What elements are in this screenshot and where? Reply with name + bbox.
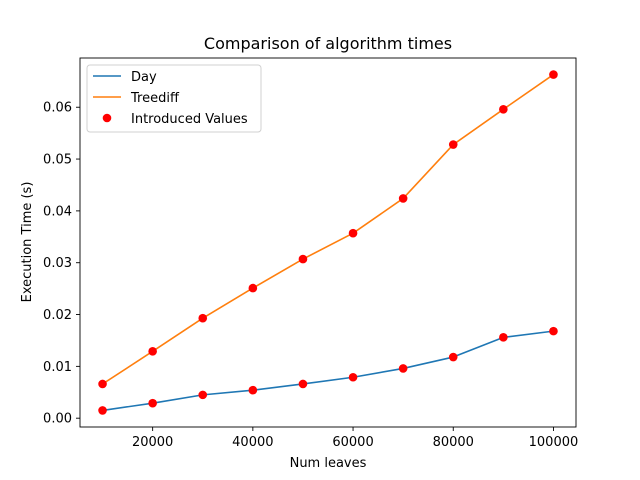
series-line-treediff (102, 73, 554, 385)
data-point (398, 194, 408, 203)
data-point (98, 406, 107, 415)
data-point (499, 333, 508, 342)
data-point (499, 105, 508, 114)
chart-title: Comparison of algorithm times (204, 34, 452, 53)
plot-area: 20000 40000 60000 80000 100000 0.00 0.01 0.02 0.… (43, 57, 579, 450)
y-tick-label: 0.01 (43, 360, 72, 375)
data-point (549, 70, 558, 79)
axes-frame (79, 57, 577, 428)
legend-frame (86, 64, 262, 133)
legend: Day Treediff Introduced Values (86, 64, 262, 133)
data-point (148, 398, 157, 408)
data-point (148, 347, 157, 356)
y-tick-label: 0.06 (43, 101, 72, 116)
x-tick-label: 40000 (232, 435, 273, 450)
data-point (298, 254, 308, 264)
x-tick-label: 100000 (529, 435, 579, 450)
data-point (248, 283, 258, 293)
y-tick-label: 0.04 (43, 204, 72, 219)
y-tick-label: 0.02 (43, 308, 72, 323)
data-point (348, 228, 358, 238)
x-tick-label: 80000 (433, 435, 474, 450)
data-point (448, 140, 458, 149)
data-point (198, 390, 208, 400)
data-point (198, 313, 208, 323)
data-point (298, 379, 308, 389)
legend-label: Treediff (130, 91, 180, 106)
legend-label: Introduced Values (131, 112, 248, 127)
y-tick-label: 0.05 (43, 153, 72, 168)
data-point (448, 352, 458, 362)
legend-label: Day (131, 70, 157, 85)
y-axis-label: Execution Time (s) (20, 182, 35, 303)
x-tick-label: 60000 (332, 435, 373, 450)
data-point (248, 385, 258, 395)
series-line-day (102, 330, 554, 412)
x-tick-label: 20000 (132, 435, 173, 450)
data-point (549, 326, 558, 336)
data-point (348, 372, 358, 382)
y-tick-label: 0.00 (43, 412, 72, 427)
data-point (398, 364, 408, 373)
legend-swatch (102, 113, 112, 123)
x-axis-label: Num leaves (290, 456, 367, 471)
y-tick-label: 0.03 (43, 256, 72, 271)
data-point (98, 379, 107, 389)
